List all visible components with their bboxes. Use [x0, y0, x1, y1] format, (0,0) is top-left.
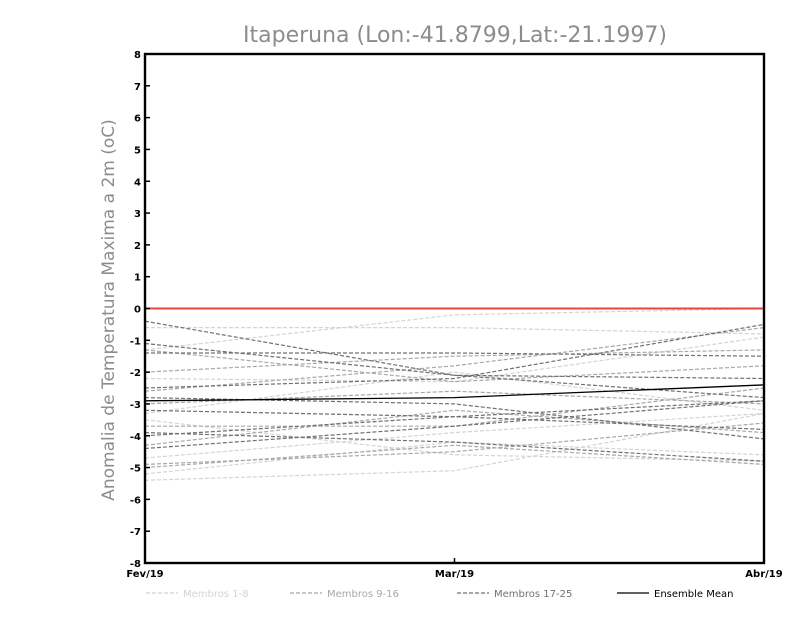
series-line-member-15	[144, 422, 765, 465]
y-tick-label: 6	[134, 114, 141, 125]
series-layer	[144, 307, 765, 481]
legend-label: Membros 1-8	[183, 589, 249, 600]
series-line-member-8	[144, 419, 765, 462]
series-line-member-24	[144, 400, 765, 450]
series-line-member-6	[144, 441, 765, 475]
y-axis-label: Anomalia de Temperatura Maxima a 2m (oC)	[99, 119, 119, 501]
legend-label: Membros 9-16	[327, 589, 399, 600]
series-line-member-5	[144, 412, 765, 459]
series-line-member-18	[144, 342, 765, 399]
series-line-member-21	[144, 397, 765, 440]
y-tick-label: 0	[134, 305, 141, 316]
series-line-member-14	[144, 409, 765, 446]
y-tick-label: 2	[134, 241, 141, 252]
y-tick-label: 3	[134, 209, 141, 220]
series-line-member-25	[144, 416, 765, 437]
x-tick-label: Mar/19	[435, 569, 474, 580]
y-tick-label: 8	[134, 50, 141, 61]
series-line-member-10	[144, 327, 765, 392]
y-tick-label: -4	[130, 432, 141, 443]
y-tick-label: 7	[134, 82, 141, 93]
series-line-member-9	[144, 349, 765, 373]
y-tick-label: -8	[130, 559, 141, 570]
series-line-ensemble-mean	[144, 384, 765, 402]
series-line-member-11	[144, 349, 765, 383]
y-tick-label: -2	[130, 368, 141, 379]
chart-title: Itaperuna (Lon:-41.8799,Lat:-21.1997)	[243, 23, 667, 48]
y-tick-label: -7	[130, 527, 141, 538]
legend-label: Membros 17-25	[494, 589, 572, 600]
series-line-member-22	[144, 400, 765, 418]
x-tick-label: Fev/19	[126, 569, 163, 580]
series-line-member-1	[145, 327, 765, 335]
x-tick-label: Abr/19	[745, 569, 782, 580]
series-line-member-2	[144, 307, 765, 351]
series-line-member-7	[144, 412, 765, 481]
y-tick-label: -3	[130, 400, 141, 411]
y-tick-label: 5	[134, 145, 141, 156]
y-tick-label: -5	[130, 464, 141, 475]
legend: Membros 1-8 Membros 9-16 Membros 17-25 Ense…	[146, 589, 733, 600]
series-line-member-19	[145, 352, 765, 357]
y-tick-label: 4	[134, 177, 141, 188]
series-line-member-17	[144, 320, 765, 380]
series-line-member-16	[144, 444, 765, 469]
y-tick-label: -1	[130, 336, 141, 347]
y-tick-label: -6	[130, 495, 141, 506]
legend-label: Ensemble Mean	[654, 589, 733, 600]
series-line-member-20	[144, 323, 765, 389]
y-tick-label: 1	[134, 273, 141, 284]
series-line-member-23	[144, 432, 765, 462]
series-line-member-13	[145, 387, 765, 427]
